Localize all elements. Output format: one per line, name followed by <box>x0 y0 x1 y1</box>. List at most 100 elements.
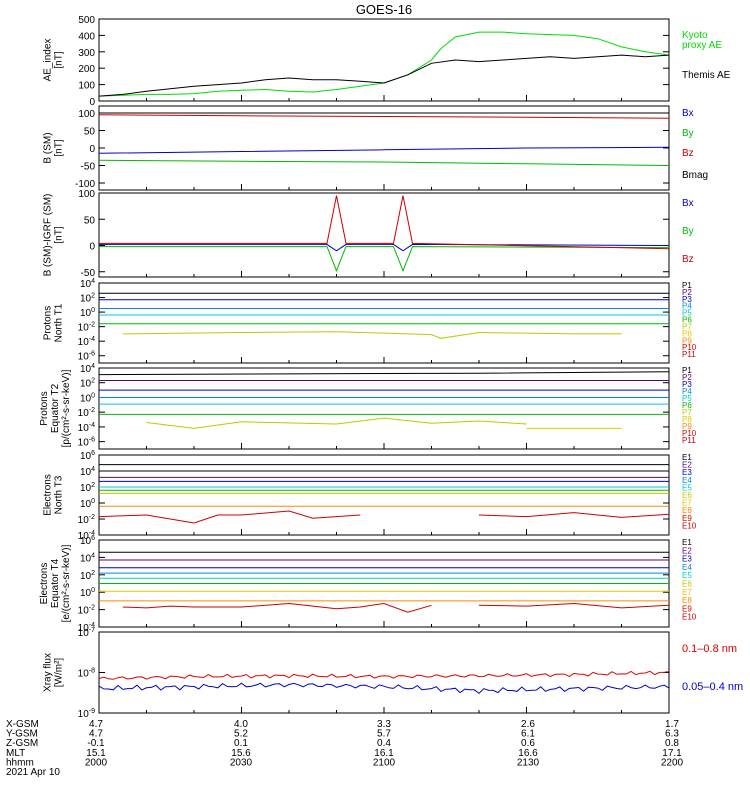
y-axis-title: [e/(cm²-s-sr-keV)] <box>61 544 72 622</box>
axis-row-label: hhmm <box>6 757 34 768</box>
y-axis-title: B (SM)-IGRF (SM) <box>43 194 54 277</box>
legend-label: P10 <box>682 429 697 438</box>
y-axis-title: North T3 <box>54 475 65 514</box>
legend-label: E2 <box>682 461 692 470</box>
y-tick-label: 50 <box>84 127 96 138</box>
legend-label: E6 <box>682 580 692 589</box>
legend-label: E3 <box>682 555 692 564</box>
legend-label: P10 <box>682 343 697 352</box>
legend-label: P7 <box>682 408 692 417</box>
legend-label: P9 <box>682 422 692 431</box>
y-axis-title: AE_index <box>43 39 54 82</box>
series-line-e9 <box>122 602 432 613</box>
axis-row-label: Y-GSM <box>6 729 38 740</box>
y-tick-label: 104 <box>80 466 95 478</box>
legend-label: E8 <box>682 596 692 605</box>
plot-title: GOES-16 <box>356 2 412 17</box>
legend-label: Bz <box>682 254 694 265</box>
y-tick-label: 10-2 <box>78 605 95 617</box>
axis-row-value: 2000 <box>85 757 108 768</box>
y-axis-title: Protons <box>39 391 50 425</box>
axis-row-value: 2200 <box>661 757 684 768</box>
axis-row-value: 15.1 <box>86 748 106 759</box>
panel-p_north: 10-6 10-4 10-2 100 102 104 Protons North T1 P1P2… <box>43 278 697 364</box>
legend-label: E10 <box>682 521 697 530</box>
legend-label: P8 <box>682 329 692 338</box>
legend-label: E9 <box>682 514 692 523</box>
legend-label: P3 <box>682 295 692 304</box>
axis-row-value: 5.7 <box>377 729 391 740</box>
y-axis-title: B (SM) <box>43 132 54 163</box>
y-tick-label: 106 <box>80 450 95 462</box>
axis-row-value: 16.6 <box>518 748 538 759</box>
y-axis-title: Xray flux <box>43 653 54 692</box>
axis-row-value: 5.2 <box>234 729 248 740</box>
legend-label: E8 <box>682 506 692 515</box>
y-tick-label: 102 <box>80 378 95 390</box>
legend-label: P1 <box>682 281 692 290</box>
axis-row-value: 4.7 <box>89 729 103 740</box>
y-tick-label: 100 <box>80 498 95 510</box>
y-tick-label: 100 <box>78 81 95 92</box>
axis-row-value: 2.6 <box>521 719 535 730</box>
y-tick-label: 400 <box>78 31 95 42</box>
legend-label: P8 <box>682 415 692 424</box>
series-line-0-05-0-4-nm <box>98 682 670 695</box>
legend-label: E10 <box>682 613 697 622</box>
axis-row-value: 3.3 <box>377 719 391 730</box>
series-line-bx <box>99 243 670 252</box>
y-axis-title: Equator T2 <box>50 383 61 433</box>
y-tick-label: 102 <box>80 570 95 582</box>
y-tick-label: 100 <box>80 587 95 599</box>
axis-row-value: 6.3 <box>665 729 679 740</box>
y-tick-label: -50 <box>81 268 96 279</box>
y-tick-label: 100 <box>78 109 95 120</box>
y-tick-label: 0 <box>89 97 95 108</box>
y-axis-title: Protons <box>43 306 54 340</box>
y-axis-title: [nT] <box>54 226 65 243</box>
y-tick-label: 102 <box>80 482 95 494</box>
axis-row-value: 0.4 <box>377 738 391 749</box>
y-tick-label: 10-2 <box>78 514 95 526</box>
axis-row-value: 4.0 <box>234 719 248 730</box>
series-line-p1 <box>98 371 670 376</box>
legend-label: P9 <box>682 336 692 345</box>
series-line-e10 <box>478 512 670 518</box>
y-tick-label: 0 <box>89 144 95 155</box>
legend-label: 0.1–0.8 nm <box>682 643 737 655</box>
y-tick-label: 104 <box>80 363 95 375</box>
y-tick-label: -100 <box>75 179 95 190</box>
panel-bdiff: -50 0 50 100 B (SM)-IGRF (SM) [nT] Bx By Bz <box>43 189 694 279</box>
y-tick-label: 104 <box>80 278 95 290</box>
y-axis-title: [nT] <box>54 51 65 68</box>
y-axis-title: Electrons <box>43 474 54 516</box>
legend-label: E1 <box>682 453 692 462</box>
series-line-bz <box>98 114 670 119</box>
legend-label: P5 <box>682 309 692 318</box>
y-tick-label: 100 <box>78 189 95 200</box>
panel-frame <box>98 18 670 102</box>
series-line-kyoto-proxy-ae <box>98 31 670 97</box>
y-tick-label: 200 <box>78 64 95 75</box>
axis-row-value: 1.7 <box>665 719 679 730</box>
axis-row-value: -0.1 <box>87 738 105 749</box>
series-line-by <box>99 246 670 273</box>
legend-label: Bx <box>682 198 694 209</box>
legend-label: By <box>682 128 694 139</box>
panel-frame <box>98 282 670 364</box>
y-tick-label: 10-4 <box>78 336 95 348</box>
legend-label: Bmag <box>682 170 708 181</box>
orbit-time-axis-table: X-GSM 4.7 4.0 3.3 2.6 1.7 Y-GSM 4.7 5.2 5.7 6.1 6.3… <box>6 719 684 778</box>
y-axis-title: Electrons <box>39 563 50 605</box>
legend-label: By <box>682 226 694 237</box>
axis-row-value: 0.1 <box>234 738 248 749</box>
y-axis-title: Equator T4 <box>50 558 61 608</box>
series-line-bz <box>99 195 670 250</box>
series-line-bx <box>98 146 670 154</box>
legend-label: E7 <box>682 588 692 597</box>
legend-label: E5 <box>682 571 692 580</box>
